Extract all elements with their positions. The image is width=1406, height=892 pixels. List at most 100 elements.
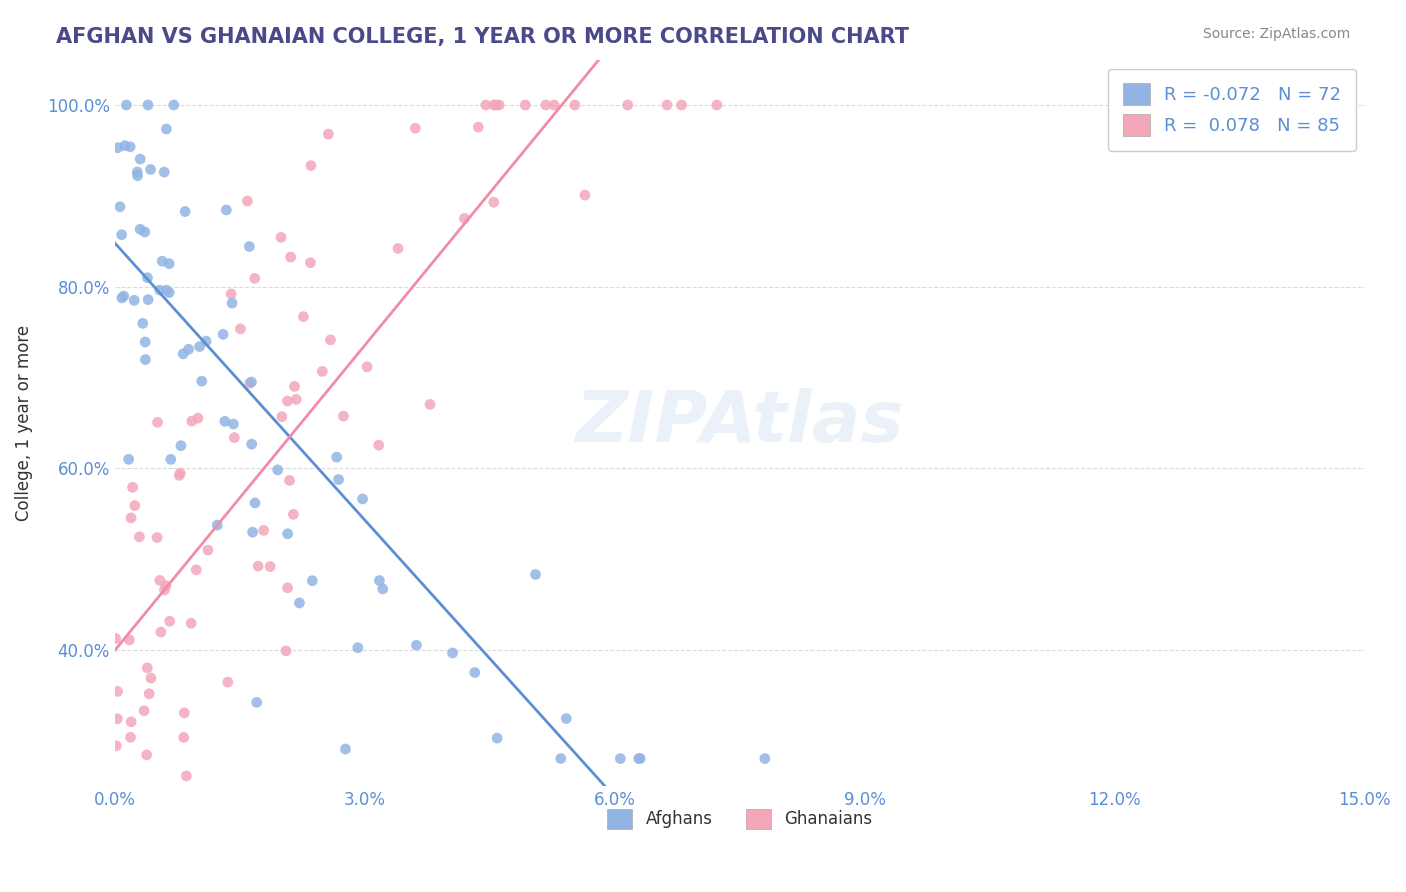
Point <box>114 138 136 153</box>
Point <box>224 431 246 445</box>
Point <box>118 632 141 647</box>
Point <box>146 415 169 429</box>
Point <box>488 98 510 112</box>
Point <box>292 310 315 324</box>
Point <box>550 751 572 765</box>
Point <box>486 731 509 746</box>
Point <box>180 414 202 428</box>
Point <box>172 347 194 361</box>
Point <box>132 809 155 823</box>
Point <box>754 751 776 765</box>
Point <box>188 340 211 354</box>
Point <box>706 98 728 112</box>
Point <box>197 543 219 558</box>
Point <box>129 222 152 236</box>
Point <box>246 695 269 709</box>
Point <box>267 463 290 477</box>
Point <box>564 98 586 112</box>
Point <box>155 579 177 593</box>
Point <box>108 808 131 822</box>
Point <box>115 98 138 112</box>
Point <box>299 159 322 173</box>
Point <box>628 751 651 765</box>
Point <box>107 141 129 155</box>
Point <box>173 731 195 745</box>
Point <box>474 98 496 112</box>
Point <box>167 468 190 483</box>
Point <box>311 364 333 378</box>
Point <box>159 452 181 467</box>
Point <box>149 574 172 588</box>
Point <box>671 98 693 112</box>
Point <box>136 98 159 112</box>
Point <box>214 414 236 428</box>
Point <box>574 188 596 202</box>
Point <box>346 640 368 655</box>
Point <box>319 333 342 347</box>
Point <box>139 162 162 177</box>
Point <box>176 769 198 783</box>
Point <box>368 574 391 588</box>
Point <box>146 531 169 545</box>
Point <box>247 559 270 574</box>
Point <box>467 120 489 135</box>
Point <box>283 508 305 522</box>
Point <box>280 250 302 264</box>
Point <box>159 614 181 628</box>
Point <box>212 327 235 342</box>
Point <box>655 98 678 112</box>
Point <box>515 98 537 112</box>
Point <box>485 98 508 112</box>
Point <box>153 165 176 179</box>
Point <box>215 202 238 217</box>
Point <box>104 632 127 646</box>
Point <box>219 287 242 301</box>
Point <box>139 671 162 685</box>
Text: ZIPAtlas: ZIPAtlas <box>575 388 904 458</box>
Point <box>187 411 209 425</box>
Point <box>419 397 441 411</box>
Point <box>276 394 298 409</box>
Point <box>464 665 486 680</box>
Point <box>335 742 357 756</box>
Point <box>352 491 374 506</box>
Point <box>277 581 299 595</box>
Point <box>124 499 146 513</box>
Point <box>105 712 128 726</box>
Point <box>136 661 159 675</box>
Point <box>120 140 142 154</box>
Point <box>405 638 427 652</box>
Point <box>157 257 180 271</box>
Point <box>270 230 292 244</box>
Point <box>274 644 297 658</box>
Point <box>108 200 131 214</box>
Point <box>453 211 475 226</box>
Point <box>155 283 177 297</box>
Point <box>332 409 354 424</box>
Point <box>482 98 505 112</box>
Point <box>134 352 156 367</box>
Point <box>278 474 301 488</box>
Point <box>270 409 292 424</box>
Point <box>121 480 143 494</box>
Point <box>111 227 134 242</box>
Point <box>180 616 202 631</box>
Text: Source: ZipAtlas.com: Source: ZipAtlas.com <box>1202 27 1350 41</box>
Point <box>277 526 299 541</box>
Point <box>609 751 631 765</box>
Point <box>627 751 650 765</box>
Point <box>170 439 193 453</box>
Point <box>120 731 142 745</box>
Point <box>222 417 245 431</box>
Point <box>243 496 266 510</box>
Point <box>136 293 159 307</box>
Point <box>288 596 311 610</box>
Point <box>555 712 578 726</box>
Point <box>285 392 308 407</box>
Legend: Afghans, Ghanaians: Afghans, Ghanaians <box>600 802 879 836</box>
Point <box>120 714 142 729</box>
Point <box>129 152 152 166</box>
Point <box>163 98 186 112</box>
Point <box>173 706 195 720</box>
Point <box>174 204 197 219</box>
